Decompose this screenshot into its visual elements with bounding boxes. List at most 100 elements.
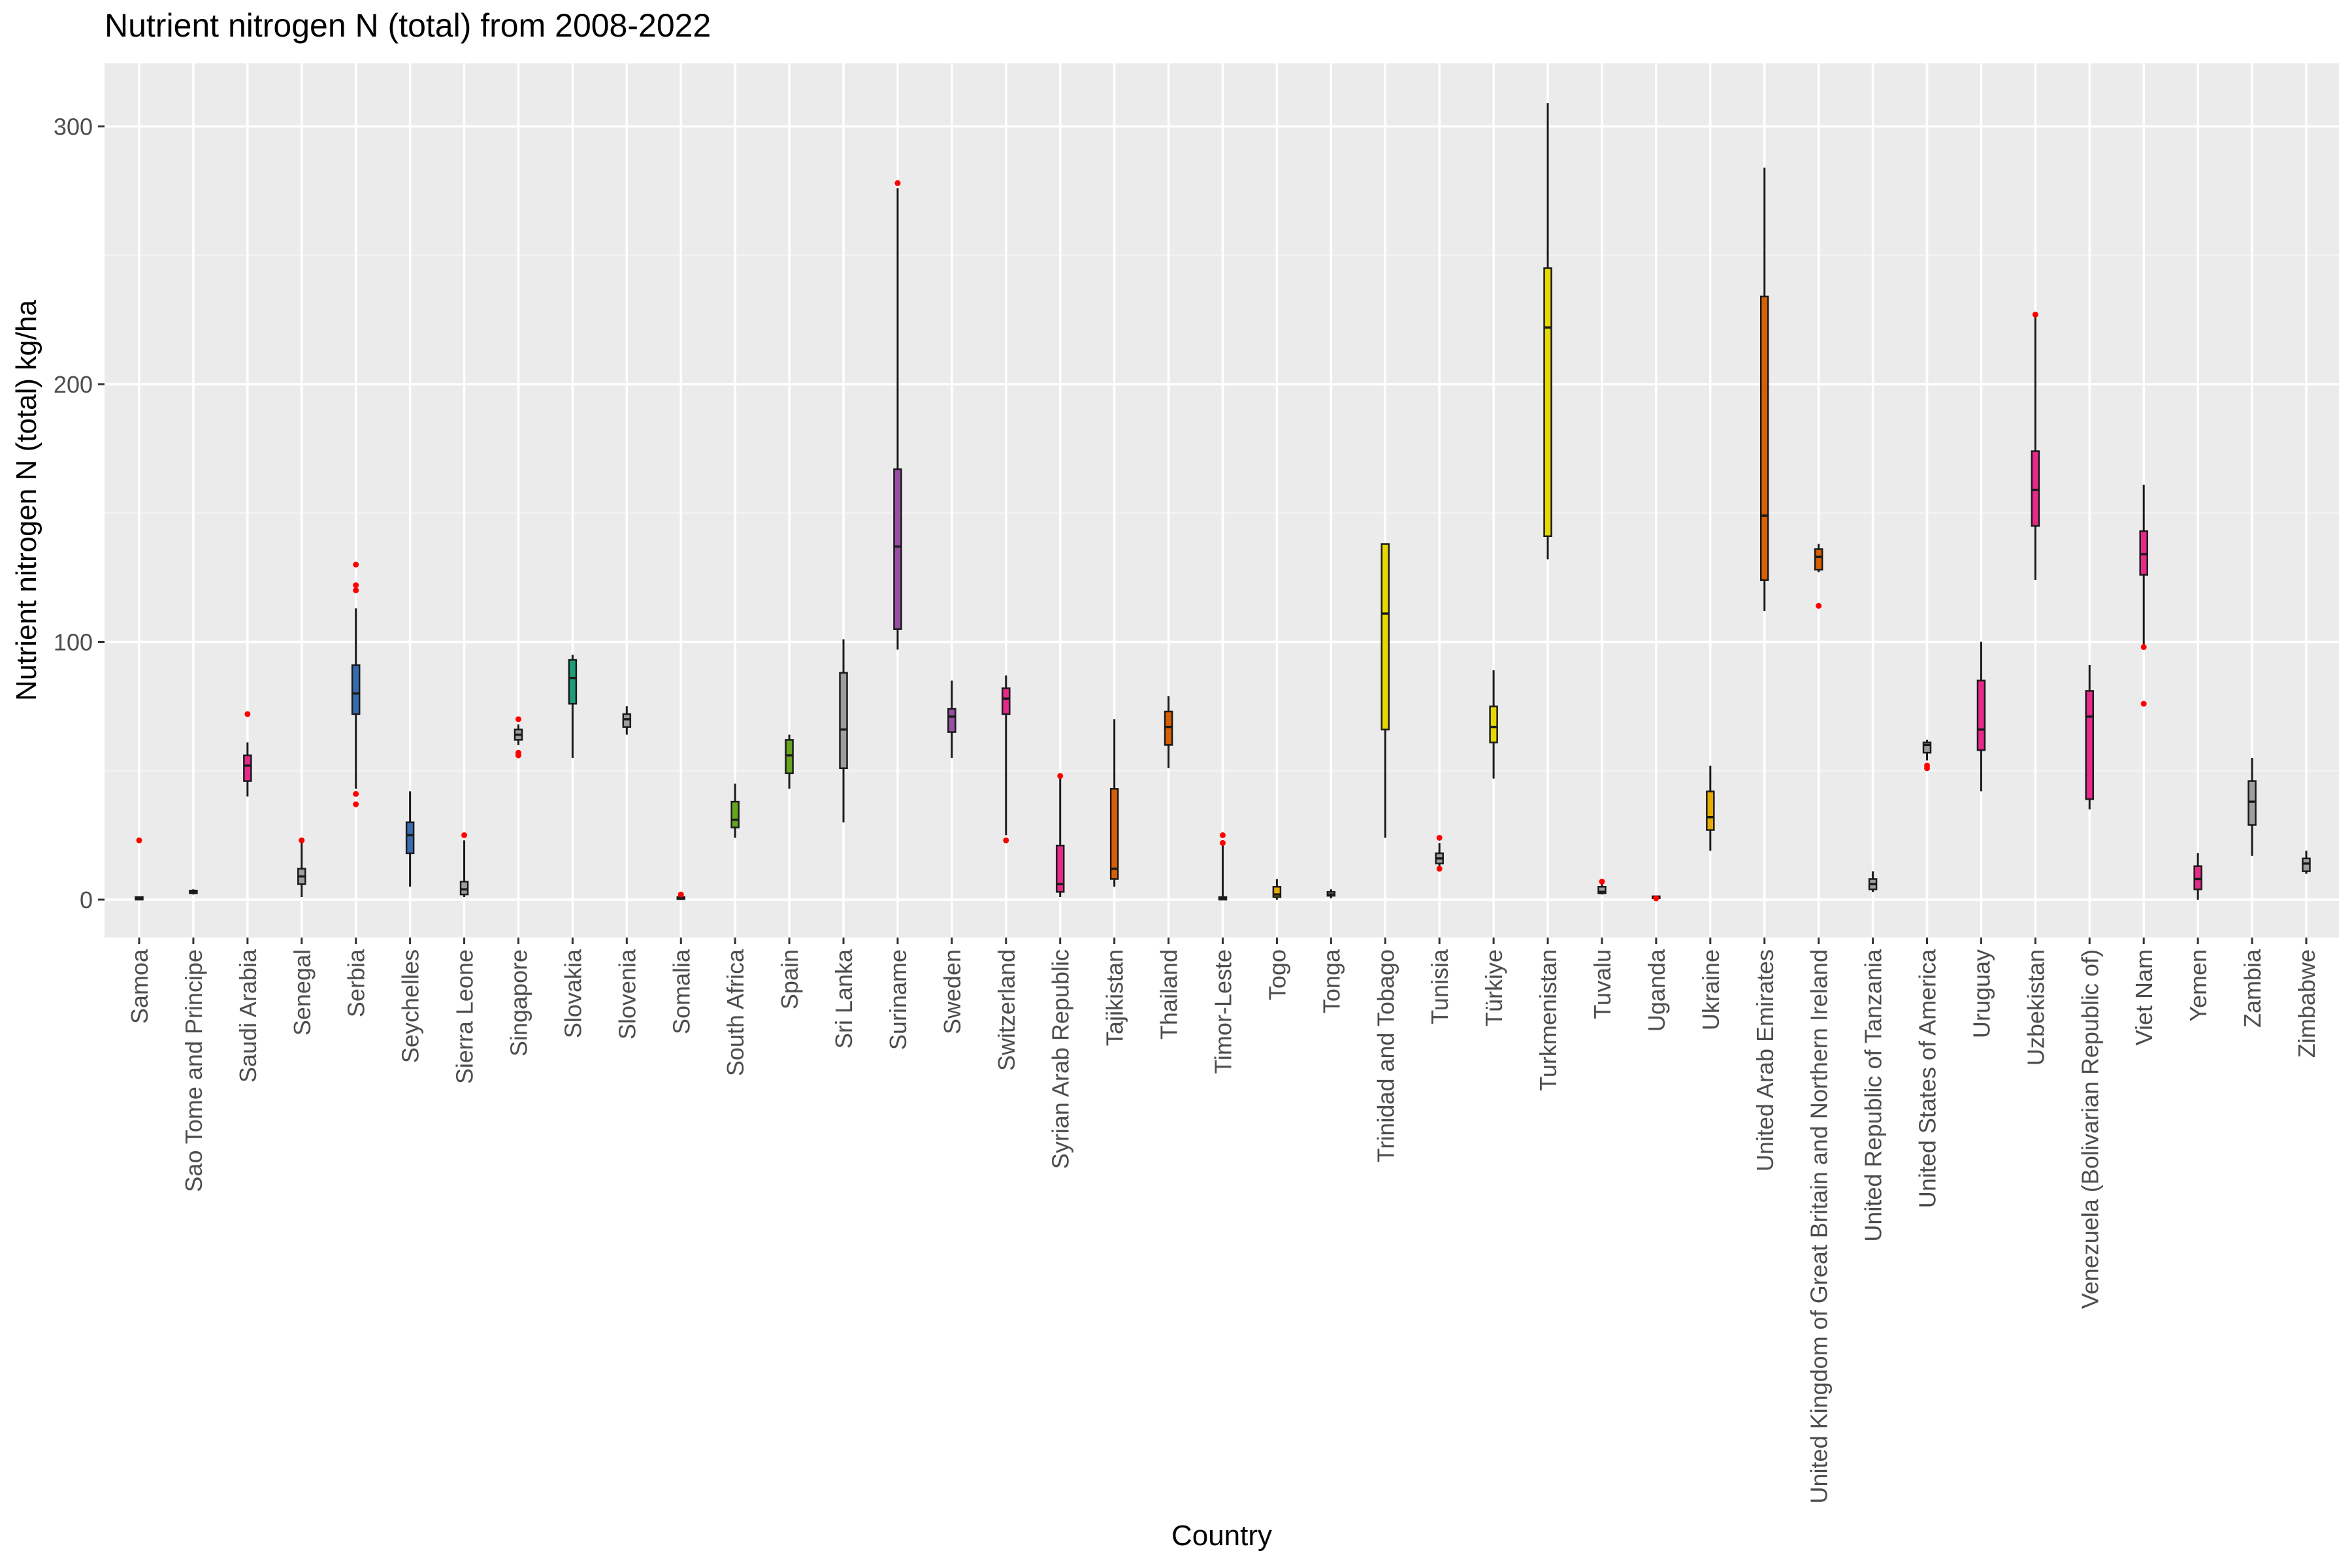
outlier-point — [1816, 602, 1822, 609]
y-tick-label: 300 — [54, 114, 93, 140]
chart-title: Nutrient nitrogen N (total) from 2008-20… — [105, 7, 711, 44]
box-sao-tome-and-principe — [189, 889, 198, 895]
x-axis-label: Country — [1171, 1520, 1272, 1552]
box-body — [893, 468, 902, 630]
box-t-rkiye — [1489, 670, 1498, 779]
box-body — [622, 713, 632, 728]
box-sri-lanka — [839, 639, 848, 823]
box-body — [1380, 543, 1390, 730]
box-samoa — [135, 837, 144, 901]
box-senegal — [297, 837, 306, 898]
x-tick-label: Venezuela (Bolivarian Republic of) — [2076, 949, 2103, 1309]
x-tick-label: Viet Nam — [2131, 949, 2157, 1045]
box-somalia — [676, 891, 685, 900]
box-south-africa — [730, 783, 740, 838]
x-tick-label: Senegal — [289, 949, 316, 1036]
box-viet-nam — [2139, 484, 2148, 707]
x-tick-label: United Arab Emirates — [1752, 949, 1778, 1171]
box-body — [1109, 788, 1119, 880]
box-switzerland — [1002, 675, 1011, 843]
x-tick-label: Togo — [1264, 949, 1290, 1000]
outlier-point — [299, 837, 305, 843]
outlier-point — [1220, 840, 1226, 846]
grid-lines — [105, 63, 2339, 938]
x-tick-label: Trinidad and Tobago — [1372, 949, 1399, 1162]
box-body — [1760, 295, 1769, 581]
box-body — [1002, 687, 1011, 715]
x-tick-label: Ukraine — [1697, 949, 1724, 1030]
box-uzbekistan — [2031, 311, 2040, 580]
x-tick-label: Tajikistan — [1102, 949, 1128, 1046]
outlier-point — [136, 837, 142, 843]
x-tick-label: Tunisia — [1426, 949, 1453, 1024]
outlier-point — [678, 891, 684, 898]
x-tick-label: Singapore — [505, 949, 532, 1056]
y-tick-label: 200 — [54, 371, 93, 398]
box-body — [2139, 530, 2148, 576]
x-tick-label: Sweden — [939, 949, 966, 1034]
x-tick-label: Saudi Arabia — [235, 949, 261, 1083]
x-tick-label: Timor-Leste — [1210, 949, 1237, 1074]
box-united-kingdom-of-great-britain-and-northern-ireland — [1814, 544, 1823, 609]
box-sweden — [947, 680, 956, 759]
box-body — [730, 800, 740, 828]
box-saudi-arabia — [243, 711, 252, 797]
outlier-point — [515, 749, 521, 756]
outlier-point — [2032, 311, 2038, 318]
outlier-point — [894, 180, 901, 186]
outlier-point — [2140, 700, 2147, 707]
box-body — [2085, 690, 2095, 800]
box-body — [351, 664, 361, 715]
x-tick-label: Zimbabwe — [2293, 949, 2320, 1058]
x-tick-label: Suriname — [885, 949, 911, 1050]
x-tick-label: Syrian Arab Republic — [1047, 949, 1074, 1169]
box-timor-leste — [1218, 832, 1228, 901]
outlier-point — [353, 801, 359, 808]
box-body — [785, 739, 794, 774]
box-yemen — [2193, 853, 2202, 900]
outlier-point — [1599, 878, 1605, 885]
box-suriname — [893, 180, 902, 650]
x-tick-label: Switzerland — [993, 949, 1020, 1071]
box-body — [243, 754, 252, 782]
x-tick-label: Samoa — [126, 949, 153, 1024]
outlier-point — [353, 587, 359, 594]
box-slovakia — [568, 655, 578, 759]
box-slovenia — [622, 706, 632, 735]
outlier-point — [1924, 762, 1931, 769]
x-tick-label: South Africa — [722, 949, 749, 1076]
x-tick-label: Uruguay — [1968, 949, 1995, 1038]
x-tick-label: Uzbekistan — [2022, 949, 2049, 1066]
x-tick-label: United Republic of Tanzania — [1860, 949, 1887, 1242]
box-zimbabwe — [2302, 851, 2311, 874]
x-tick-label: Yemen — [2185, 949, 2212, 1022]
box-body — [2247, 780, 2257, 826]
box-turkmenistan — [1543, 103, 1552, 560]
box-united-republic-of-tanzania — [1868, 871, 1878, 892]
box-body — [568, 659, 578, 705]
outlier-point — [461, 832, 468, 838]
x-tick-label: Zambia — [2239, 949, 2266, 1028]
box-ukraine — [1706, 765, 1715, 851]
outlier-point — [515, 716, 521, 723]
box-syrian-arab-republic — [1055, 773, 1065, 898]
x-tick-label: Serbia — [343, 949, 370, 1017]
x-tick-label: Sierra Leone — [451, 949, 478, 1084]
box-tonga — [1326, 889, 1336, 899]
box-body — [459, 881, 469, 896]
x-tick-label: Turkmenistan — [1535, 949, 1561, 1091]
x-tick-label: United Kingdom of Great Britain and Nort… — [1806, 949, 1833, 1503]
box-body — [2031, 450, 2040, 527]
box-body — [1976, 679, 1986, 751]
box-body — [1706, 791, 1715, 831]
outlier-point — [2140, 644, 2147, 650]
box-body — [405, 821, 415, 855]
box-body — [1164, 710, 1173, 746]
outlier-point — [1436, 866, 1443, 872]
box-seychelles — [405, 791, 415, 887]
box-tuvalu — [1597, 878, 1607, 895]
y-tick-label: 0 — [80, 887, 93, 913]
axes: 0 100 200 300 Samoa Sao Tome and Principe Saud… — [54, 114, 2320, 1504]
outlier-point — [244, 711, 251, 717]
